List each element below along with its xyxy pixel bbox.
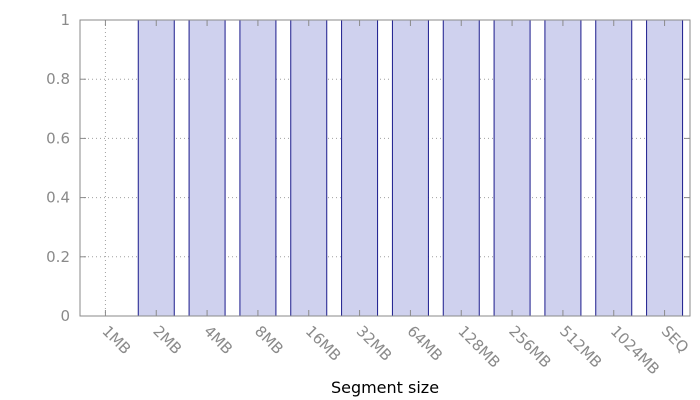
bar-512mb [544, 19, 582, 317]
x-tick-label: 32MB [353, 322, 396, 365]
axis-layer [79, 19, 691, 317]
x-tick-label: 256MB [505, 322, 554, 371]
x-tick-label: 128MB [454, 322, 503, 371]
x-axis-title: Segment size [331, 378, 439, 397]
x-tick-label: 4MB [200, 322, 236, 358]
bar-2mb [137, 19, 175, 317]
x-tick-label: 2MB [149, 322, 185, 358]
x-tick-labels: 1MB 2MB 4MB 8MB 16MB 32MB 64MB 128MB 256MB 512MB 1… [99, 322, 693, 378]
y-tick-label: 0.2 [46, 248, 70, 266]
y-tick-label: 0.4 [46, 189, 70, 207]
bar-128mb [442, 19, 480, 317]
y-tick-label: 0.6 [46, 129, 70, 147]
bar-8mb [239, 19, 277, 317]
bar-4mb [188, 19, 226, 317]
y-tick-label: 0.8 [46, 70, 70, 88]
y-tick-label: 0 [60, 307, 70, 325]
bar-seq [646, 19, 684, 317]
x-tick-label: 512MB [556, 322, 605, 371]
bar-256mb [493, 19, 531, 317]
x-tick-label: 16MB [302, 322, 345, 365]
bars-layer [137, 19, 684, 317]
x-tick-label: 64MB [404, 322, 447, 365]
y-tick-label: 1 [60, 11, 70, 29]
bar-1024mb [595, 19, 633, 317]
x-tick-label: 1MB [99, 322, 135, 358]
bar-16mb [290, 19, 328, 317]
bar-32mb [341, 19, 379, 317]
y-tick-labels: 0 0.2 0.4 0.6 0.8 1 [46, 11, 70, 325]
x-tick-label: 1024MB [607, 322, 663, 378]
bar-64mb [391, 19, 429, 317]
plot-frame [79, 19, 691, 317]
x-tick-label: SEQ [658, 322, 693, 357]
x-tick-label: 8MB [251, 322, 287, 358]
